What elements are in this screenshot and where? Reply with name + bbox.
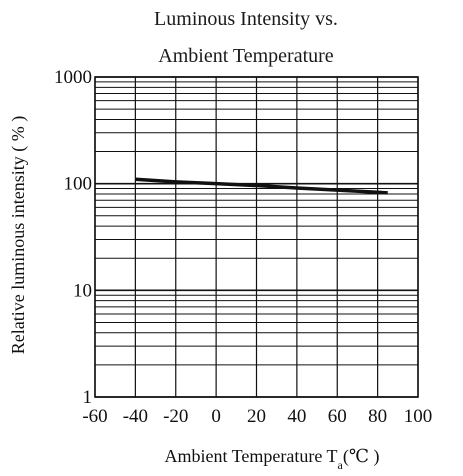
x-axis-label-unit: (℃ ) [343, 446, 380, 467]
grid [94, 76, 419, 398]
x-tick-label: -40 [123, 406, 148, 427]
x-tick-label: -20 [163, 406, 188, 427]
chart-title-line1: Luminous Intensity vs. [154, 8, 338, 30]
x-tick-label: 80 [368, 406, 387, 427]
x-axis-label-main: Ambient Temperature T [165, 446, 338, 466]
y-tick-labels: 1 10 100 1000 [54, 67, 92, 408]
x-tick-labels: -60 -40 -20 0 20 40 60 80 100 [82, 406, 432, 427]
series-line [135, 177, 388, 195]
x-tick-label: 20 [247, 406, 266, 427]
y-tick-label: 1 [83, 387, 93, 408]
series-layer [135, 177, 388, 195]
x-axis-label: Ambient Temperature Ta(℃ ) [165, 446, 380, 472]
y-tick-label: 1000 [54, 67, 92, 88]
chart-title-line2: Ambient Temperature [158, 45, 334, 67]
plot-frame [94, 76, 419, 398]
x-tick-label: -60 [82, 406, 107, 427]
y-axis-label: Relative luminous intensity ( % ) [8, 116, 29, 354]
x-tick-label: 100 [404, 406, 433, 427]
x-tick-label: 60 [328, 406, 347, 427]
y-tick-label: 10 [73, 280, 92, 301]
x-tick-label: 40 [287, 406, 306, 427]
x-tick-label: 0 [211, 406, 221, 427]
x-axis-label-subscript: a [338, 458, 344, 472]
y-tick-label: 100 [64, 174, 93, 195]
